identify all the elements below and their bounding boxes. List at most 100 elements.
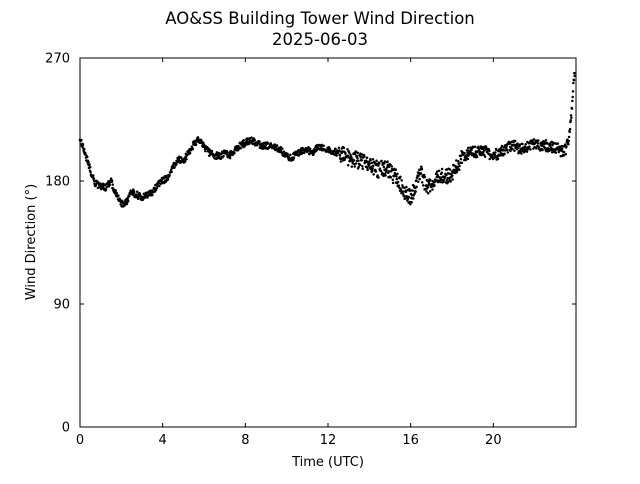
data-point <box>363 155 366 158</box>
data-point <box>445 178 448 182</box>
data-point <box>219 157 223 161</box>
data-point <box>524 143 527 146</box>
data-point <box>390 165 394 168</box>
data-point <box>369 158 372 162</box>
data-point <box>460 161 464 165</box>
data-point <box>368 162 371 165</box>
data-point <box>571 90 575 93</box>
data-point <box>433 184 436 187</box>
data-point <box>280 151 284 155</box>
data-point <box>425 190 428 193</box>
data-point <box>339 160 343 163</box>
data-point <box>475 155 479 159</box>
plot-area-frame <box>79 57 577 428</box>
data-point <box>458 164 461 168</box>
data-point <box>429 179 432 182</box>
data-point <box>358 154 361 157</box>
data-point <box>372 164 375 167</box>
data-point <box>567 139 570 143</box>
data-point <box>389 175 393 179</box>
data-point <box>297 154 301 157</box>
data-point <box>565 145 568 148</box>
data-point <box>399 175 402 179</box>
data-point <box>188 151 192 155</box>
data-point <box>289 153 292 157</box>
data-point <box>451 178 454 181</box>
data-point <box>417 180 420 184</box>
data-point <box>348 159 352 163</box>
data-point <box>396 180 400 184</box>
data-point <box>353 165 357 168</box>
data-point <box>547 147 550 150</box>
data-point <box>242 139 245 142</box>
data-point <box>458 168 461 171</box>
data-point <box>419 172 423 175</box>
data-point <box>431 188 434 191</box>
data-point <box>541 148 544 152</box>
data-point <box>356 156 359 160</box>
data-point <box>488 149 491 153</box>
data-point <box>108 183 112 187</box>
data-point <box>536 142 540 145</box>
data-point <box>435 170 439 173</box>
data-point <box>428 189 432 193</box>
data-point <box>105 185 109 189</box>
data-point <box>91 174 95 177</box>
data-point <box>349 153 352 156</box>
x-tick-label: 4 <box>159 433 167 448</box>
data-point <box>334 147 337 151</box>
data-point <box>361 167 364 170</box>
data-point <box>88 163 91 166</box>
data-point <box>81 144 85 147</box>
data-point <box>420 168 424 171</box>
data-point <box>569 119 572 122</box>
data-point <box>386 160 389 163</box>
data-point <box>135 193 139 196</box>
data-point <box>357 165 360 168</box>
data-point <box>377 176 380 179</box>
data-point <box>173 166 176 169</box>
data-point <box>358 163 362 167</box>
data-point <box>307 146 310 149</box>
data-point <box>564 153 567 156</box>
data-point <box>573 74 576 78</box>
data-point <box>415 185 418 189</box>
data-point <box>399 188 403 191</box>
data-point <box>557 150 561 154</box>
data-point <box>372 173 375 176</box>
data-point <box>320 143 323 147</box>
data-point <box>154 183 157 187</box>
data-point <box>449 180 452 183</box>
data-point <box>127 199 130 203</box>
data-point <box>344 152 347 156</box>
data-point <box>573 71 576 75</box>
data-point <box>375 162 379 166</box>
data-point <box>526 148 529 151</box>
data-point <box>528 145 531 148</box>
data-point <box>115 191 118 195</box>
data-point <box>570 116 573 120</box>
data-point <box>479 145 483 148</box>
data-point <box>423 175 427 179</box>
data-point <box>445 173 448 177</box>
data-point <box>403 197 406 201</box>
data-point <box>308 152 311 156</box>
data-point <box>520 152 523 155</box>
data-point <box>435 172 438 175</box>
data-point <box>453 168 457 172</box>
data-point <box>401 190 405 193</box>
data-point <box>552 141 556 145</box>
data-point <box>466 157 470 161</box>
data-point <box>569 114 573 117</box>
data-point <box>80 138 83 142</box>
data-point <box>346 163 350 167</box>
data-point <box>494 151 497 154</box>
x-tick-label: 12 <box>320 433 337 448</box>
data-point <box>385 166 389 169</box>
data-point <box>370 165 373 168</box>
data-point <box>382 174 385 178</box>
data-point <box>350 156 353 159</box>
data-point <box>151 193 154 196</box>
data-point <box>447 180 450 184</box>
